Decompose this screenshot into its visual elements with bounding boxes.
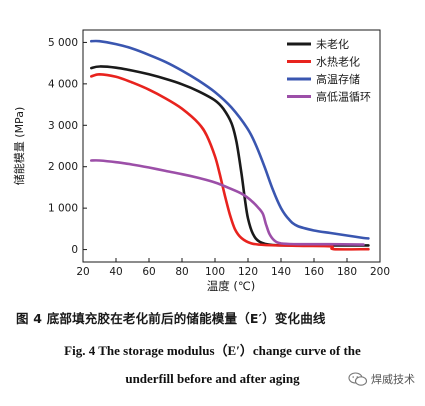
x-tick-label: 80 (175, 266, 188, 278)
y-tick-label: 3 000 (48, 120, 78, 132)
watermark: 焊威技术 (348, 371, 415, 387)
legend-label: 水热老化 (316, 55, 360, 69)
x-tick-label: 100 (205, 266, 225, 278)
plot-frame (82, 29, 381, 263)
figure-caption-en-line2: underfill before and after aging (125, 371, 300, 386)
watermark-text: 焊威技术 (371, 373, 415, 386)
legend-label: 高温存储 (316, 72, 360, 86)
y-tick-label: 0 (71, 244, 78, 256)
x-tick-label: 20 (76, 266, 89, 278)
x-axis-label: 温度 (℃) (207, 279, 256, 293)
figure-caption-cn: 图 4 底部填充胶在老化前后的储能模量（E′）变化曲线 (16, 311, 326, 326)
y-axis-label: 储能模量 (MPa) (12, 107, 26, 185)
wechat-icon (348, 371, 368, 386)
x-tick-label: 180 (337, 266, 357, 278)
y-tick-label: 4 000 (48, 78, 78, 90)
x-tick-label: 60 (142, 266, 155, 278)
x-tick-label: 40 (109, 266, 122, 278)
y-axis-ticks: 0 1 000 2 000 3 000 4 000 5 000 (48, 37, 87, 256)
y-tick-label: 2 000 (48, 161, 78, 173)
y-tick-label: 5 000 (48, 37, 78, 49)
series-line (90, 73, 370, 251)
series-line (90, 39, 370, 240)
x-tick-label: 200 (370, 266, 390, 278)
y-tick-label: 1 000 (48, 203, 78, 215)
figure-caption-en-line1: Fig. 4 The storage modulus（E′）change cur… (64, 343, 361, 358)
series-lines (90, 39, 370, 251)
legend-label: 高低温循环 (316, 90, 371, 104)
legend-label: 未老化 (316, 37, 349, 51)
series-line (90, 159, 365, 246)
x-tick-label: 160 (304, 266, 324, 278)
x-tick-label: 140 (271, 266, 291, 278)
x-axis-ticks: 20 40 60 80 100 120 140 160 180 200 (76, 258, 390, 278)
x-tick-label: 120 (238, 266, 258, 278)
storage-modulus-chart: 20 40 60 80 100 120 140 160 180 200 0 1 000 2 000 3 … (12, 29, 390, 293)
